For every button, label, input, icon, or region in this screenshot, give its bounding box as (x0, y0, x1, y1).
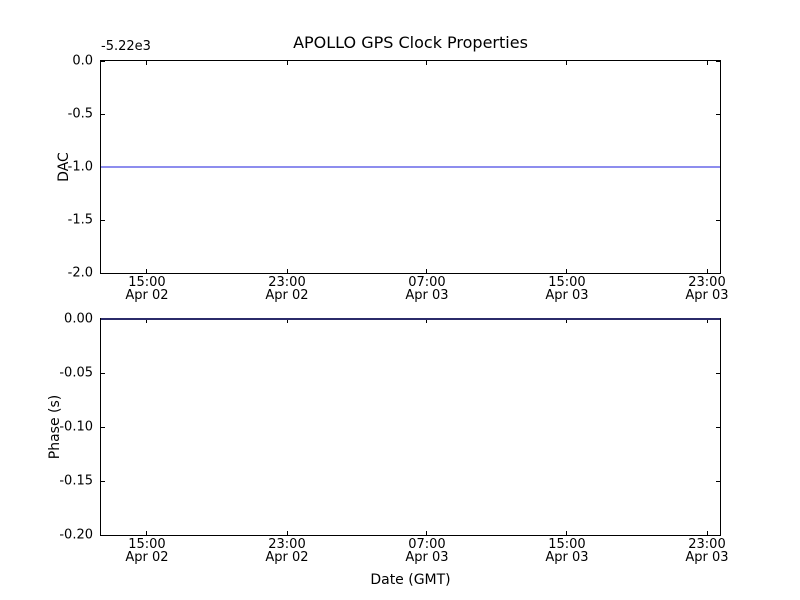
y-tick-mark (101, 372, 105, 374)
x-tick-label: 23:00 Apr 02 (265, 276, 308, 302)
x-tick-mark (426, 269, 428, 273)
x-tick-time: 23:00 (268, 537, 306, 552)
y-tick-label: -0.15 (59, 473, 93, 489)
x-tick-date: Apr 03 (685, 288, 729, 303)
y-tick-label: 0.00 (64, 311, 93, 327)
x-tick-date: Apr 02 (125, 550, 169, 565)
x-tick-time: 23:00 (268, 275, 306, 290)
y-tick-mark (716, 372, 720, 374)
x-tick-mark (286, 61, 288, 65)
y-tick-mark (101, 113, 105, 115)
y-tick-mark (101, 426, 105, 428)
y-tick-label: -1.5 (67, 212, 93, 228)
x-tick-time: 23:00 (688, 537, 726, 552)
y-tick-mark (101, 60, 105, 62)
y-tick-label: 0.0 (72, 53, 93, 69)
x-tick-label: 23:00 Apr 03 (685, 538, 728, 564)
x-tick-mark (286, 531, 288, 535)
y-tick-mark (716, 534, 720, 536)
x-tick-label: 15:00 Apr 03 (545, 276, 588, 302)
y-axis-offset-text: -5.22e3 (101, 39, 151, 54)
x-axis-label: Date (GMT) (370, 572, 451, 588)
x-tick-mark (146, 269, 148, 273)
y-tick-label: -0.20 (59, 527, 93, 543)
dac-plot-area (100, 60, 721, 274)
x-tick-mark (566, 61, 568, 65)
x-tick-label: 23:00 Apr 02 (265, 538, 308, 564)
x-tick-date: Apr 03 (405, 550, 449, 565)
y-tick-mark (716, 113, 720, 115)
y-tick-mark (716, 480, 720, 482)
y-tick-mark (716, 426, 720, 428)
y-tick-mark (716, 219, 720, 221)
x-tick-label: 07:00 Apr 03 (405, 538, 448, 564)
x-tick-label: 23:00 Apr 03 (685, 276, 728, 302)
x-tick-mark (706, 531, 708, 535)
x-tick-mark (426, 61, 428, 65)
x-tick-date: Apr 02 (265, 288, 309, 303)
x-tick-time: 15:00 (128, 537, 166, 552)
x-tick-date: Apr 03 (685, 550, 729, 565)
x-tick-date: Apr 02 (125, 288, 169, 303)
y-tick-label: -0.10 (59, 419, 93, 435)
x-tick-mark (146, 61, 148, 65)
x-tick-date: Apr 02 (265, 550, 309, 565)
y-tick-mark (716, 272, 720, 274)
phase-plot-area (100, 318, 721, 536)
x-tick-mark (286, 319, 288, 323)
y-tick-mark (101, 480, 105, 482)
y-tick-mark (716, 60, 720, 62)
chart-title: APOLLO GPS Clock Properties (293, 33, 528, 52)
x-tick-mark (426, 319, 428, 323)
x-tick-mark (706, 61, 708, 65)
y-tick-mark (101, 219, 105, 221)
y-tick-label: -0.05 (59, 365, 93, 381)
x-tick-date: Apr 03 (545, 288, 589, 303)
x-tick-mark (286, 269, 288, 273)
x-tick-label: 15:00 Apr 03 (545, 538, 588, 564)
x-tick-mark (706, 269, 708, 273)
x-tick-mark (146, 319, 148, 323)
x-tick-label: 15:00 Apr 02 (125, 276, 168, 302)
y-tick-label: -1.0 (67, 159, 93, 175)
x-tick-mark (706, 319, 708, 323)
x-tick-label: 07:00 Apr 03 (405, 276, 448, 302)
x-tick-date: Apr 03 (405, 288, 449, 303)
x-tick-label: 15:00 Apr 02 (125, 538, 168, 564)
x-tick-mark (566, 269, 568, 273)
y-tick-label: -2.0 (67, 265, 93, 281)
x-tick-time: 23:00 (688, 275, 726, 290)
x-tick-time: 15:00 (548, 537, 586, 552)
x-tick-date: Apr 03 (545, 550, 589, 565)
dac-line (101, 166, 720, 168)
x-tick-mark (146, 531, 148, 535)
y-tick-mark (101, 534, 105, 536)
x-tick-mark (566, 531, 568, 535)
x-tick-time: 07:00 (408, 537, 446, 552)
x-tick-time: 07:00 (408, 275, 446, 290)
x-tick-time: 15:00 (548, 275, 586, 290)
x-tick-time: 15:00 (128, 275, 166, 290)
phase-line (101, 318, 720, 320)
x-tick-mark (566, 319, 568, 323)
y-tick-mark (101, 272, 105, 274)
y-tick-label: -0.5 (67, 106, 93, 122)
x-tick-mark (426, 531, 428, 535)
